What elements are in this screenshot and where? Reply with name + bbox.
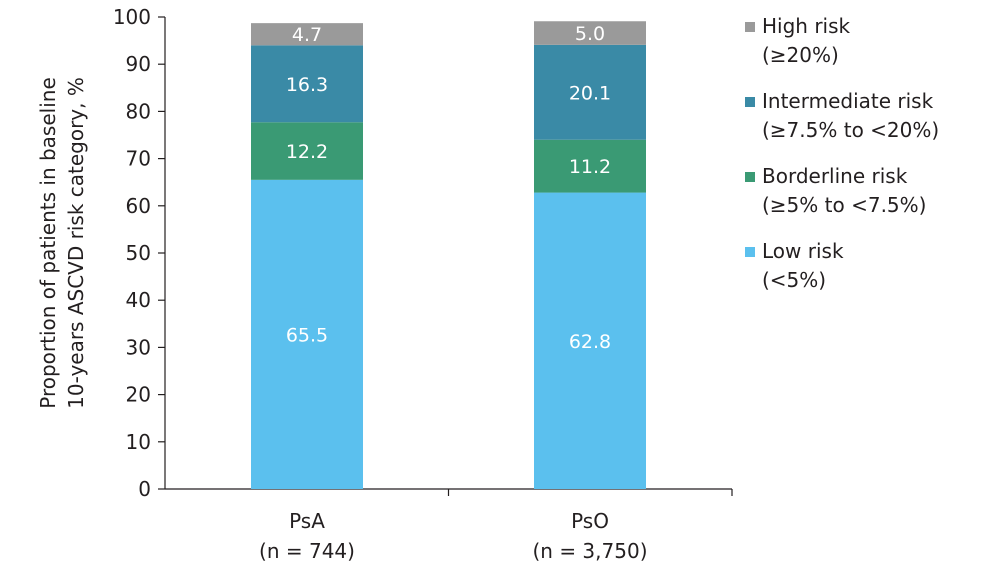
y-tick-label: 0 [138, 477, 151, 501]
data-label: 12.2 [286, 141, 328, 163]
y-tick-label: 40 [126, 288, 151, 312]
y-axis-label: Proportion of patients in baseline [36, 77, 60, 409]
data-label: 5.0 [575, 23, 605, 45]
data-label: 62.8 [569, 331, 611, 353]
data-label: 4.7 [292, 24, 322, 46]
y-tick-label: 30 [126, 335, 151, 359]
data-label: 16.3 [286, 74, 328, 96]
y-tick-label: 60 [126, 194, 151, 218]
x-tick-label: PsO [571, 509, 609, 533]
legend-sublabel: (≥5% to <7.5%) [762, 193, 926, 217]
bar-segment-psa-low-risk [251, 179, 363, 489]
data-label: 11.2 [569, 156, 611, 178]
legend-label: Low risk [762, 239, 844, 263]
y-tick-label: 70 [126, 147, 151, 171]
legend-label: Borderline risk [762, 164, 908, 188]
bar-segment-psa-intermediate-risk [251, 45, 363, 123]
bar-segment-psa-high-risk [251, 23, 363, 46]
legend-sublabel: (≥20%) [762, 43, 839, 67]
bar-segment-pso-intermediate-risk [534, 44, 646, 140]
bar-segment-psa-borderline-risk [251, 122, 363, 180]
y-tick-label: 90 [126, 52, 151, 76]
x-tick-sublabel: (n = 744) [259, 539, 355, 563]
bar-segment-pso-low-risk [534, 192, 646, 490]
legend-sublabel: (<5%) [762, 268, 826, 292]
x-tick-label: PsA [289, 509, 325, 533]
y-tick-label: 80 [126, 99, 151, 123]
y-tick-label: 20 [126, 383, 151, 407]
legend-label: Intermediate risk [762, 89, 934, 113]
legend-swatch-borderline-risk [745, 172, 755, 182]
y-axis-label: 10-years ASCVD risk category, % [64, 77, 88, 409]
data-label: 65.5 [286, 324, 328, 346]
y-tick-label: 100 [113, 5, 151, 29]
legend-label: High risk [762, 14, 851, 38]
y-tick-label: 50 [126, 241, 151, 265]
legend-swatch-low-risk [745, 247, 755, 257]
legend-swatch-intermediate-risk [745, 97, 755, 107]
data-label: 20.1 [569, 82, 611, 104]
y-tick-label: 10 [126, 430, 151, 454]
legend-swatch-high-risk [745, 22, 755, 32]
bar-segment-pso-high-risk [534, 21, 646, 45]
legend-sublabel: (≥7.5% to <20%) [762, 118, 939, 142]
bar-segment-pso-borderline-risk [534, 139, 646, 193]
x-tick-sublabel: (n = 3,750) [532, 539, 647, 563]
